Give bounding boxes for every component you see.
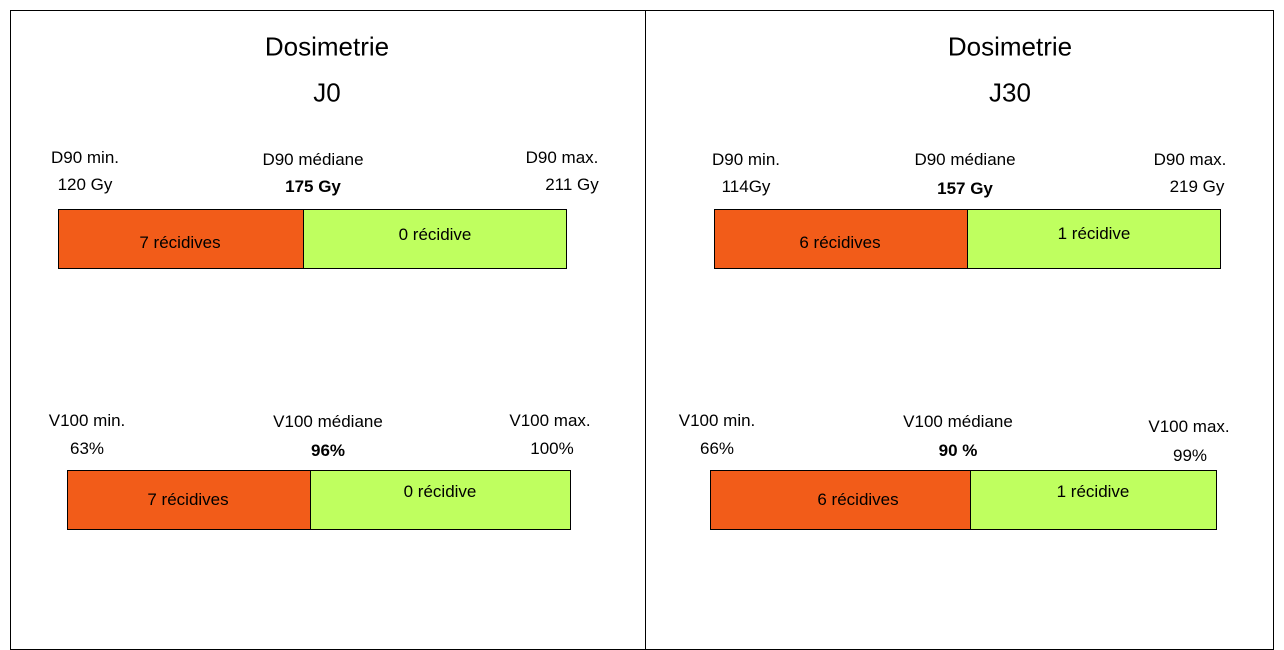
bar-no-recurrence [967,209,1221,269]
panel [645,10,1274,650]
label: D90 min. [711,150,781,169]
title: J0 [313,77,341,108]
value: 157 Gy [937,179,993,198]
bar-label: 7 récidives [147,490,229,509]
label: D90 max. [1153,150,1227,169]
value: 96% [310,441,346,460]
bar-recurrence [67,470,311,530]
label: D90 max. [525,148,599,167]
value: 219 Gy [1169,177,1225,196]
label: V100 min. [678,411,756,430]
bar-no-recurrence [303,209,567,269]
value: 90 % [938,441,978,460]
value: 120 Gy [57,175,113,194]
bar-label: 7 récidives [139,233,221,252]
value: 114Gy [721,177,771,196]
label: D90 min. [50,148,120,167]
label: D90 médiane [262,150,364,169]
bar-no-recurrence [310,470,571,530]
bar-recurrence [714,209,968,269]
label: V100 max. [1148,417,1230,436]
label: V100 min. [48,411,126,430]
label: D90 médiane [914,150,1016,169]
value: 63% [69,439,105,458]
label: V100 médiane [903,412,1013,431]
bar-label: 1 récidive [1057,224,1131,243]
bar-no-recurrence [970,470,1217,530]
value: 100% [530,439,574,458]
title: J30 [989,77,1031,108]
title: Dosimetrie [264,31,390,62]
title: Dosimetrie [947,31,1073,62]
bar-label: 0 récidive [398,225,472,244]
bar-label: 0 récidive [403,482,477,501]
bar-label: 1 récidive [1056,482,1130,501]
value: 175 Gy [285,177,341,196]
bar-recurrence [710,470,971,530]
label: V100 max. [509,411,591,430]
value: 99% [1172,446,1208,465]
bar-label: 6 récidives [817,490,899,509]
value: 66% [699,439,735,458]
bar-label: 6 récidives [799,233,881,252]
value: 211 Gy [545,175,599,194]
bar-recurrence [58,209,304,269]
label: V100 médiane [273,412,383,431]
